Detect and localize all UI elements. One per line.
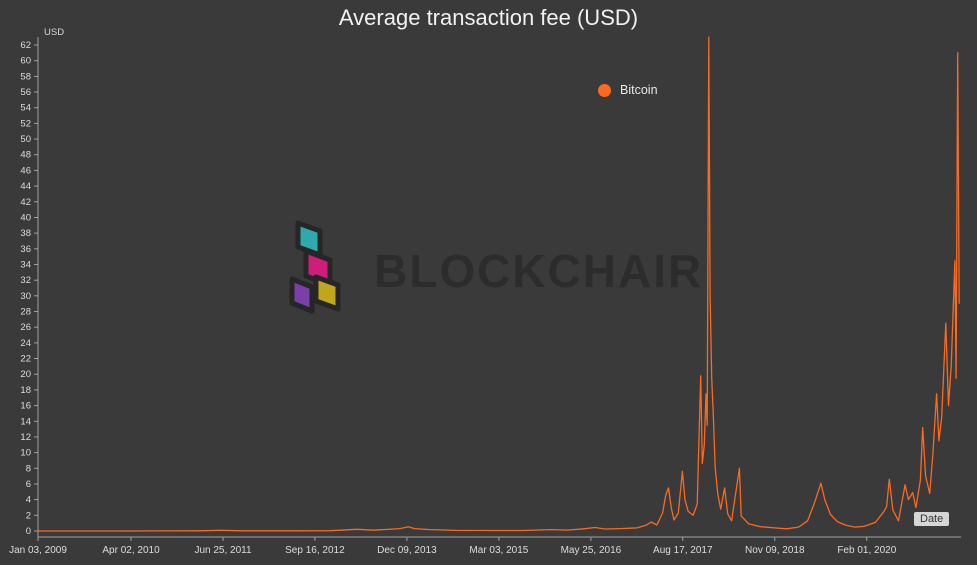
y-tick-label: 4	[26, 495, 31, 506]
x-tick-label: May 25, 2016	[561, 545, 622, 556]
y-tick-label: 20	[20, 369, 31, 380]
x-tick-label: Apr 02, 2010	[102, 545, 160, 556]
y-tick-label: 46	[20, 165, 31, 176]
y-tick-label: 0	[26, 526, 31, 537]
x-tick-label: Mar 03, 2015	[469, 545, 528, 556]
x-tick-label: Nov 09, 2018	[745, 545, 805, 556]
y-tick-label: 10	[20, 448, 31, 459]
y-tick-label: 36	[20, 244, 31, 255]
y-tick-label: 6	[26, 479, 31, 490]
y-tick-label: 44	[20, 181, 31, 192]
y-tick-label: 26	[20, 322, 31, 333]
y-tick-label: 34	[20, 260, 31, 271]
y-tick-label: 2	[26, 510, 31, 521]
x-tick-label: Dec 09, 2013	[377, 545, 437, 556]
y-tick-label: 18	[20, 385, 31, 396]
y-tick-label: 14	[20, 416, 31, 427]
y-tick-label: 40	[20, 213, 31, 224]
y-tick-label: 60	[20, 56, 31, 67]
x-tick-label: Jan 03, 2009	[9, 545, 67, 556]
x-tick-label: Sep 16, 2012	[285, 545, 345, 556]
y-tick-label: 50	[20, 134, 31, 145]
y-tick-label: 56	[20, 87, 31, 98]
y-tick-label: 32	[20, 275, 31, 286]
y-tick-label: 42	[20, 197, 31, 208]
bitcoin-series-line[interactable]	[38, 36, 960, 532]
x-tick-label: Feb 01, 2020	[837, 545, 896, 556]
y-tick-label: 28	[20, 307, 31, 318]
y-tick-label: 22	[20, 354, 31, 365]
legend-label: Bitcoin	[620, 83, 658, 97]
y-tick-label: 24	[20, 338, 31, 349]
y-tick-label: 12	[20, 432, 31, 443]
y-tick-label: 8	[26, 463, 31, 474]
y-tick-label: 62	[20, 40, 31, 51]
y-tick-label: 58	[20, 71, 31, 82]
x-axis-title: Date	[914, 512, 950, 526]
y-tick-label: 38	[20, 228, 31, 239]
y-tick-label: 48	[20, 150, 31, 161]
y-tick-label: 16	[20, 401, 31, 412]
y-tick-label: 30	[20, 291, 31, 302]
y-axis-title: USD	[44, 27, 65, 38]
legend-marker-icon	[598, 83, 611, 97]
chart-title: Average transaction fee (USD)	[338, 5, 639, 30]
x-tick-label: Aug 17, 2017	[653, 545, 713, 556]
y-tick-label: 54	[20, 103, 31, 114]
legend-item-bitcoin[interactable]: Bitcoin	[598, 83, 658, 97]
x-tick-label: Jun 25, 2011	[194, 545, 252, 556]
y-tick-label: 52	[20, 118, 31, 129]
